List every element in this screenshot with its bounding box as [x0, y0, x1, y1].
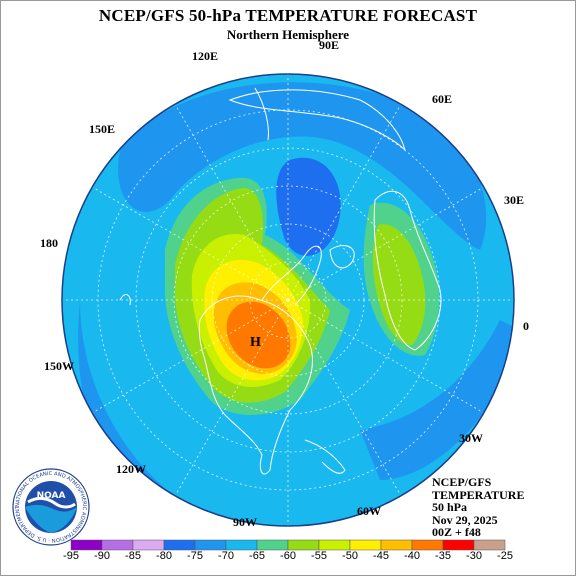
field-minus60-east	[372, 224, 426, 345]
label-lon-60e: 60E	[432, 92, 453, 106]
latitude-circle-80	[249, 261, 327, 339]
info-model: NCEP/GFS	[432, 475, 492, 489]
colorbar-tick-label: -40	[404, 550, 420, 562]
label-lon-0: 0	[523, 319, 529, 333]
label-lon-120e: 120E	[192, 49, 219, 63]
logo-bird	[27, 496, 76, 509]
colorbar-box	[132, 539, 165, 551]
colorbar-tick-label: -85	[125, 550, 141, 562]
label-lon-120w: 120W	[116, 462, 146, 476]
field-minus80	[276, 157, 341, 256]
colorbar-box	[194, 539, 227, 551]
logo-text: NOAA	[37, 491, 66, 501]
colorbar-tick-label: -55	[311, 550, 327, 562]
colorbar-box	[442, 539, 475, 551]
asia-north-coast	[228, 89, 406, 152]
colorbar-tick-label: -35	[435, 550, 451, 562]
field-minus75-north	[118, 82, 487, 250]
label-lon-60w: 60W	[357, 504, 381, 518]
graticule	[62, 74, 514, 526]
info-forecast-hour: 00Z + f48	[432, 525, 481, 539]
high-pressure-marker: H	[250, 335, 261, 350]
label-lon-150w: 150W	[44, 359, 74, 373]
label-lon-30e: 30E	[504, 193, 525, 207]
colorbar-box	[411, 539, 444, 551]
colorbar-box	[318, 539, 351, 551]
colorbar-tick-label: -65	[249, 550, 265, 562]
europe-africa-coast	[373, 190, 442, 351]
colorbar-box	[349, 539, 382, 551]
colorbar-tick-label: -30	[466, 550, 482, 562]
pacific-islands	[119, 294, 131, 306]
caribbean-coast	[304, 439, 346, 474]
greenland-coast	[329, 245, 355, 269]
label-lon-150e: 150E	[89, 122, 116, 136]
arctic-islands-coast	[261, 245, 322, 306]
map-subtitle: Northern Hemisphere	[226, 27, 350, 42]
logo-wave	[25, 504, 77, 533]
colorbar-tick-label: -80	[156, 550, 172, 562]
colorbar-box	[380, 539, 413, 551]
colorbar-box	[473, 539, 506, 551]
label-lon-30w: 30W	[459, 431, 483, 445]
colorbar-labels: -95 -90 -85 -80 -75 -70 -65 -60 -55 -50 -45 -40 -35 -…	[0, 550, 576, 564]
field-minus75-south	[360, 320, 514, 480]
label-lon-90w: 90W	[233, 515, 257, 529]
colorbar-box	[225, 539, 258, 551]
colorbar-tick-label: -60	[280, 550, 296, 562]
colorbar-tick-label: -90	[94, 550, 110, 562]
info-level: 50 hPa	[432, 500, 468, 514]
colorbar-box	[163, 539, 196, 551]
colorbar-tick-label: -70	[218, 550, 234, 562]
label-lon-90e: 90E	[319, 38, 340, 52]
north-america-coast	[198, 295, 313, 475]
colorbar-box	[256, 539, 289, 551]
asia-east-coast	[254, 87, 269, 141]
colorbar-tick-label: -25	[497, 550, 513, 562]
coastlines	[119, 87, 442, 475]
info-date: Nov 29, 2025	[432, 512, 498, 527]
map-title: NCEP/GFS 50-hPa TEMPERATURE FORECAST	[98, 6, 478, 25]
colorbar-tick-label: -45	[373, 550, 389, 562]
colorbar-tick-label: -95	[63, 550, 79, 562]
noaa-logo: NATIONAL OCEANIC AND ATMOSPHERIC ADMINIS…	[12, 468, 90, 546]
latitude-circle-60	[173, 185, 403, 415]
colorbar-tick-label: -50	[342, 550, 358, 562]
colorbar-box	[101, 539, 134, 551]
field-minus40	[226, 301, 291, 369]
label-lon-180: 180	[40, 236, 58, 250]
colorbar	[70, 539, 506, 551]
colorbar-box	[287, 539, 320, 551]
map-boundary	[61, 73, 515, 527]
colorbar-tick-label: -75	[187, 550, 203, 562]
info-variable: TEMPERATURE	[432, 487, 525, 502]
forecast-info: NCEP/GFS TEMPERATURE 50 hPa Nov 29, 2025…	[432, 476, 524, 539]
